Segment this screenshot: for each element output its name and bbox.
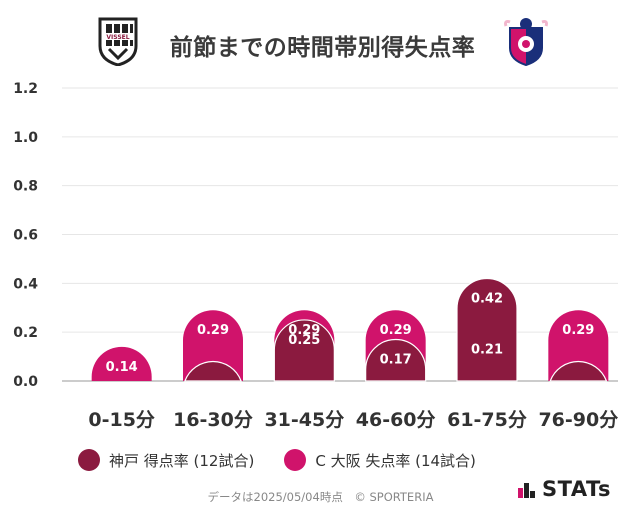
bar-chart: 0.0 0.2 0.4 0.6 0.8 1.0 1.2 0.14 0-15分 0.29 16-30分… [13,81,618,431]
y-tick-label: 1.0 [13,130,38,146]
data-label-away: 0.29 [562,323,594,338]
y-tick-label: 1.2 [13,81,38,97]
legend-label-away: C 大阪 失点率 (14試合) [315,451,476,470]
bar-home [184,360,242,382]
page-title: 前節までの時間帯別得失点率 [169,35,476,61]
bar-home [549,360,608,382]
data-label-away: 0.21 [471,343,503,358]
cerezo-osaka-logo [502,14,550,70]
legend-swatch-away [284,449,307,471]
data-label-away: 0.29 [380,323,412,338]
data-label-away: 0.29 [288,323,320,338]
stats-brand: STATs [518,477,611,501]
stats-bars-icon [518,483,535,498]
data-label-home: 0.17 [380,352,412,367]
x-category-label: 76-90分 [538,409,618,431]
bar-away [91,346,152,381]
y-tick-label: 0.0 [13,374,38,390]
y-tick-label: 0.8 [13,179,38,195]
y-tick-label: 0.6 [13,228,38,244]
x-category-label: 46-60分 [356,409,436,431]
legend-item-home: 神戸 得点率 (12試合) [78,449,254,471]
legend-label-home: 神戸 得点率 (12試合) [109,451,255,470]
x-category-label: 0-15分 [88,409,155,431]
chart-header: VISSEL 前節までの時間帯別得失点率 [0,0,641,80]
bar-home [365,338,427,382]
x-category-label: 31-45分 [264,409,344,431]
x-category-label: 61-75分 [447,409,527,431]
data-label-away: 0.29 [197,323,229,338]
data-label-home: 0.42 [471,291,503,306]
bar-away [183,310,244,381]
y-tick-label: 0.2 [13,325,38,341]
legend-item-away: C 大阪 失点率 (14試合) [284,449,476,471]
x-category-label: 16-30分 [173,409,253,431]
bar-away [548,310,609,381]
logo-text: VISSEL [106,34,129,41]
data-label-away: 0.14 [106,360,138,375]
data-label-home: 0.25 [288,333,320,348]
bar-home [273,319,335,382]
y-tick-label: 0.4 [13,276,38,292]
footer-note: データは2025/05/04時点 © SPORTERIA [207,490,434,504]
vissel-kobe-logo: VISSEL [97,16,139,70]
chart-legend: 神戸 得点率 (12試合) C 大阪 失点率 (14試合) [78,449,506,471]
brand-name: STATs [542,477,611,501]
legend-swatch-home [78,449,100,471]
bar-home [456,277,518,382]
